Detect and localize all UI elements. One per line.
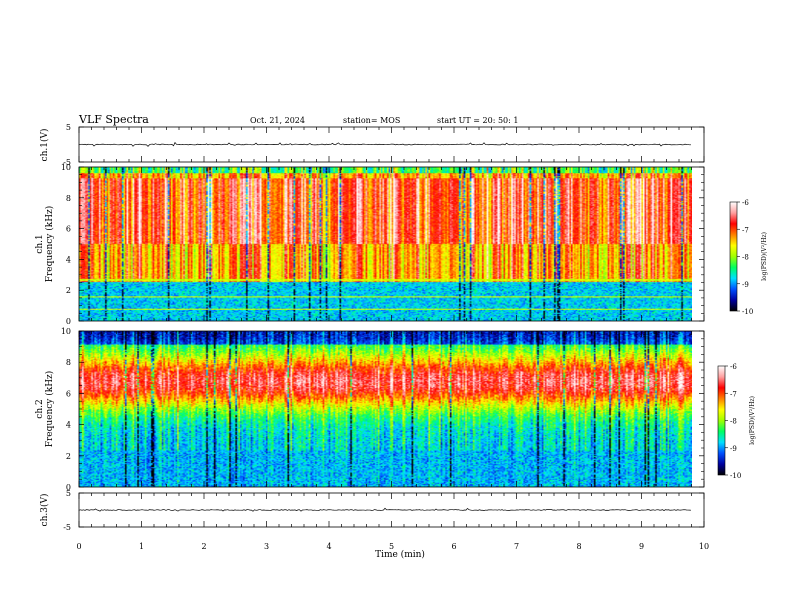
xtick-label: 5: [389, 542, 394, 551]
ch2-spectrogram-image: [79, 331, 692, 487]
ytick-label: 2: [66, 286, 71, 295]
colorbar-ch2: -6 -7 -8 -9 -10 log(PSD)(V²/Hz): [717, 363, 756, 480]
x-axis-title: Time (min): [375, 549, 425, 560]
ytick-label: 6: [66, 389, 71, 398]
colorbar-tick-label: -6: [730, 363, 737, 371]
ytick-label: 10: [61, 163, 71, 172]
xtick-label: 2: [201, 542, 206, 551]
ch3-waveform-line: [78, 507, 692, 512]
ytick-label: 5: [66, 489, 71, 498]
colorbar-tick-label: -8: [742, 254, 749, 262]
y-axis-title: ch.3(V): [39, 494, 50, 527]
ytick-label: 6: [66, 225, 71, 234]
panel-ch1-spectrogram: 0 2 4 6 8 10 ch.1Frequency (kHz): [35, 163, 705, 326]
ch1-waveform-line: [78, 141, 692, 147]
ytick-label: 8: [66, 358, 71, 367]
y-axis-title: ch.2Frequency (kHz): [35, 371, 55, 448]
ytick-label: 5: [66, 123, 71, 132]
ch1-spectrogram-image: [79, 167, 692, 321]
ytick-label: -5: [63, 158, 71, 167]
panel-ch2-spectrogram: 0 2 4 6 8 10 ch.2Frequency (kHz): [35, 327, 705, 492]
figure-start-time: start UT = 20: 50: 1: [437, 116, 518, 125]
colorbar-tick-label: -10: [730, 472, 741, 480]
ytick-label: 10: [61, 327, 71, 336]
colorbar-tick-label: -7: [730, 390, 737, 398]
colorbar-tick-label: -10: [742, 308, 753, 316]
ytick-label: 8: [66, 194, 71, 203]
xtick-label: 9: [639, 542, 644, 551]
ytick-label: 4: [66, 421, 71, 430]
colorbar-tick-label: -8: [730, 418, 737, 426]
colorbar-title: log(PSD)(V²/Hz): [761, 232, 768, 281]
xtick-label: 10: [699, 542, 709, 551]
ytick-label: 0: [66, 317, 71, 326]
y-axis-title: ch.1Frequency (kHz): [35, 206, 55, 283]
ytick-label: 2: [66, 452, 71, 461]
colorbar-title: log(PSD)(V²/Hz): [749, 396, 756, 445]
xtick-label: 1: [139, 542, 144, 551]
ytick-label: -5: [63, 523, 71, 532]
colorbar-tick-label: -9: [742, 281, 749, 289]
xtick-label: 7: [514, 542, 519, 551]
panel-ch1-waveform: 5 -5 ch.1(V): [39, 123, 705, 167]
colorbar-tick-label: -7: [742, 226, 749, 234]
panel-ch3-waveform: 5 -5 ch.3(V): [39, 489, 705, 532]
colorbar-tick-label: -6: [742, 199, 749, 207]
xtick-label: 6: [451, 542, 456, 551]
colorbar-ch1: -6 -7 -8 -9 -10 log(PSD)(V²/Hz): [729, 199, 768, 316]
figure-date: Oct. 21, 2024: [250, 116, 305, 125]
figure-title: VLF Spectra: [78, 113, 149, 126]
xtick-label: 0: [76, 542, 81, 551]
y-axis-title: ch.1(V): [39, 129, 50, 162]
colorbar-tick-label: -9: [730, 445, 737, 453]
xtick-label: 3: [264, 542, 269, 551]
xtick-label: 4: [326, 542, 331, 551]
ytick-label: 4: [66, 255, 71, 264]
figure-station: station= MOS: [343, 116, 400, 125]
xtick-label: 8: [576, 542, 581, 551]
ytick-label: 0: [66, 483, 71, 492]
